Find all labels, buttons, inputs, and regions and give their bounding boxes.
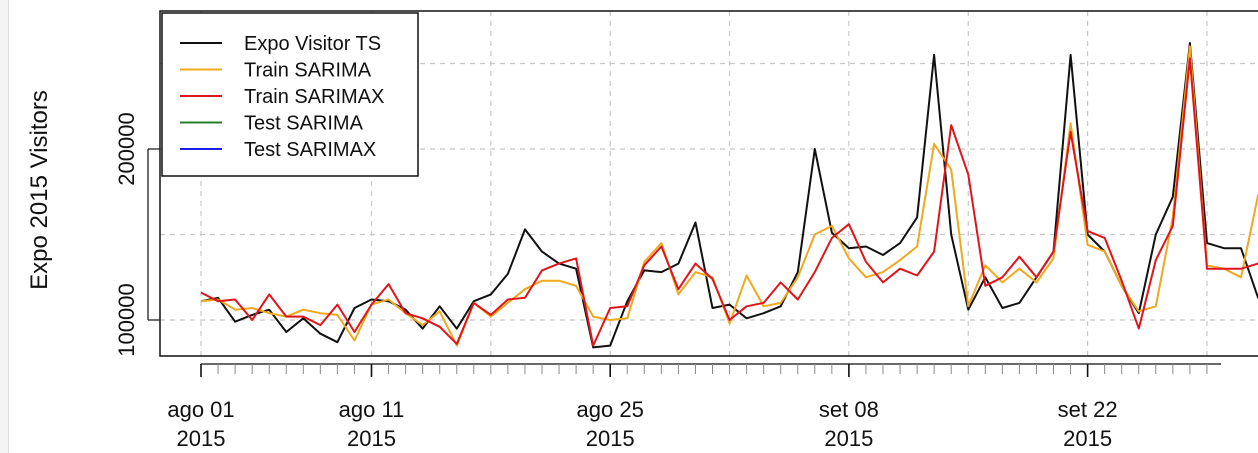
- x-tick-label: ago 25: [577, 397, 644, 422]
- series-line: [200, 45, 1258, 347]
- legend-label: Train SARIMA: [244, 60, 372, 82]
- plot-frame: [159, 10, 1258, 357]
- y-tick-label: 100000: [114, 283, 139, 356]
- legend-label: Train SARIMAX: [244, 86, 384, 108]
- series-line: [200, 42, 1258, 349]
- x-tick-label: set 22: [1058, 397, 1118, 422]
- clipped-page-edge: [0, 0, 9, 453]
- legend-label: Test SARIMAX: [244, 139, 376, 161]
- x-tick-label-year: 2015: [586, 426, 635, 451]
- series-line: [200, 57, 1258, 347]
- x-tick-label-year: 2015: [824, 426, 873, 451]
- x-tick-label: set 08: [819, 397, 879, 422]
- x-tick-label-year: 2015: [177, 426, 226, 451]
- x-tick-label: ago 11: [339, 397, 405, 422]
- x-tick-label: ago 01: [167, 397, 234, 422]
- legend-label: Expo Visitor TS: [244, 33, 381, 55]
- x-tick-label-year: 2015: [1063, 426, 1112, 451]
- x-tick-label-year: 2015: [347, 426, 396, 451]
- legend-label: Test SARIMA: [244, 113, 364, 135]
- y-tick-label: 200000: [114, 112, 139, 185]
